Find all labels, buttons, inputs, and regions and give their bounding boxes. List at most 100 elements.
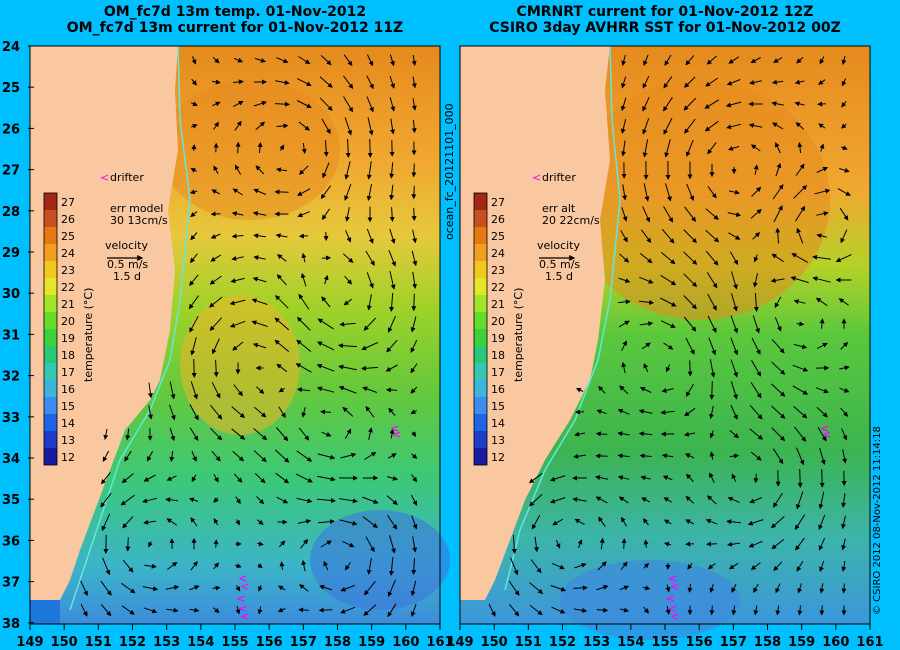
current-arrow: [819, 583, 825, 594]
current-arrow: [728, 56, 740, 64]
current-arrow: [213, 121, 219, 130]
current-arrow: [410, 409, 417, 415]
current-arrow: [617, 431, 630, 437]
current-arrow: [295, 473, 314, 483]
current-arrow: [410, 580, 417, 597]
current-arrow: [387, 579, 396, 598]
current-arrow: [748, 123, 763, 128]
colorbar-tick-label: 14: [491, 417, 505, 430]
current-arrow: [274, 317, 290, 331]
current-arrow: [794, 514, 806, 531]
colorbar-tick-label: 27: [61, 196, 75, 209]
current-arrow: [213, 497, 219, 503]
current-arrow: [663, 519, 672, 525]
current-arrow: [191, 450, 197, 462]
current-arrow: [295, 363, 312, 373]
current-arrow: [709, 359, 716, 378]
current-arrow: [142, 497, 158, 504]
current-arrow: [749, 428, 764, 440]
current-arrow: [323, 560, 329, 571]
current-arrow: [665, 584, 671, 593]
current-arrow: [389, 75, 396, 89]
current-arrow: [385, 387, 398, 393]
current-arrow: [511, 534, 517, 554]
current-arrow: [662, 475, 673, 481]
colorbar-swatch: [44, 363, 57, 380]
current-arrow: [411, 163, 417, 178]
current-arrow: [840, 145, 848, 151]
left-shelf-contour: [69, 45, 191, 611]
colorbar-tick-label: 12: [61, 451, 75, 464]
current-arrow: [641, 497, 651, 503]
current-arrow: [148, 541, 153, 548]
current-arrow: [683, 295, 697, 310]
current-arrow: [125, 428, 131, 441]
colorbar-swatch: [44, 346, 57, 363]
current-arrow: [211, 338, 220, 355]
current-arrow: [730, 337, 739, 356]
current-arrow: [361, 342, 379, 351]
current-arrow: [100, 492, 112, 508]
current-arrow: [235, 519, 241, 526]
current-arrow: [841, 100, 847, 108]
right-drifter-tracks: <<<<<<<: [666, 422, 831, 623]
current-arrow: [235, 606, 241, 615]
left-legend: < drifter err model 30 13cm/s velocity 0…: [100, 171, 168, 283]
current-arrow: [389, 292, 395, 312]
current-arrow: [361, 365, 379, 371]
lon-tick-label: 156: [256, 635, 283, 650]
current-arrow: [549, 475, 566, 482]
current-arrow: [792, 364, 809, 372]
current-arrow: [338, 364, 357, 371]
current-arrow: [663, 97, 673, 112]
current-arrow: [661, 453, 674, 459]
colorbar-swatch: [44, 414, 57, 431]
current-arrow: [687, 562, 693, 570]
current-arrow: [213, 165, 219, 174]
current-arrow: [191, 358, 197, 378]
right-drifter-icon: <: [532, 171, 541, 184]
current-arrow: [275, 80, 290, 86]
current-arrow: [753, 605, 759, 616]
current-arrow: [210, 254, 222, 262]
current-arrow: [753, 292, 759, 312]
colorbar-swatch: [44, 193, 57, 210]
left-drifter-icon: <: [100, 171, 109, 184]
current-arrow: [344, 207, 350, 222]
current-arrow: [841, 515, 846, 530]
current-arrow: [386, 475, 398, 481]
current-arrow: [621, 207, 628, 222]
current-arrow: [256, 386, 265, 394]
left-warm-core: [160, 80, 340, 220]
current-arrow: [709, 472, 715, 483]
current-arrow: [191, 124, 198, 129]
drifter-marker: <: [666, 592, 675, 605]
current-arrow: [575, 387, 584, 393]
current-arrow: [684, 118, 696, 134]
current-arrow: [704, 120, 719, 132]
colorbar-tick-label: 17: [61, 366, 75, 379]
lon-tick-label: 152: [549, 635, 576, 650]
current-arrow: [551, 606, 566, 614]
current-arrow: [665, 364, 671, 373]
current-arrow: [597, 561, 607, 571]
current-arrow: [640, 475, 651, 481]
left-map: <<<<<<<: [29, 45, 450, 625]
colorbar-tick-label: 14: [61, 417, 75, 430]
current-arrow: [365, 536, 375, 553]
current-arrow: [121, 605, 135, 615]
current-arrow: [706, 55, 717, 65]
current-arrow: [794, 205, 806, 222]
right-legend: < drifter err alt 20 22cm/s velocity 0.5…: [532, 171, 600, 283]
colorbar-tick-label: 21: [491, 298, 505, 311]
current-arrow: [165, 585, 180, 590]
current-arrow: [320, 185, 332, 200]
current-arrow: [660, 320, 676, 328]
drifter-marker: <: [240, 580, 249, 593]
lon-tick-label: 150: [51, 635, 78, 650]
current-arrow: [771, 338, 785, 354]
current-arrow: [338, 385, 357, 394]
colorbar-tick-label: 24: [61, 247, 75, 260]
current-arrow: [643, 539, 649, 548]
current-arrow: [278, 387, 285, 393]
